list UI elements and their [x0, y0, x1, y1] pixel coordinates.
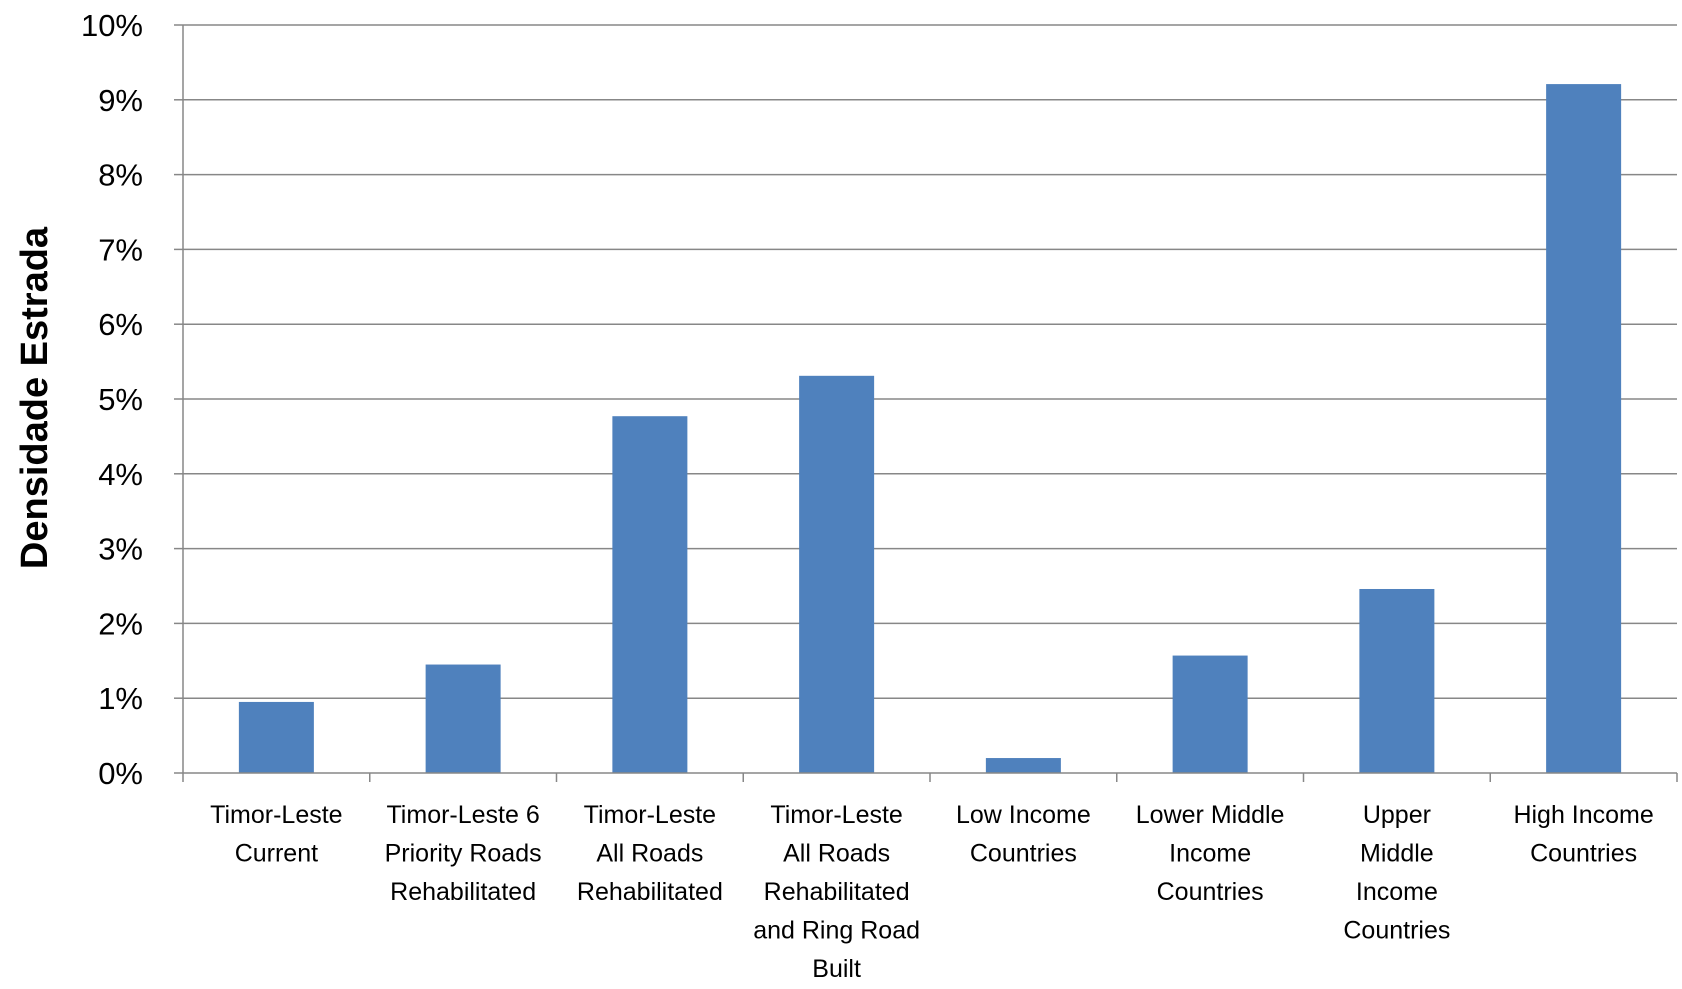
- bar: [612, 416, 688, 773]
- y-tick-label: 7%: [98, 232, 143, 267]
- x-tick-labels: Timor-Leste Current Timor-Leste 6 Priority …: [210, 801, 1654, 983]
- y-tick-label: 6%: [98, 307, 143, 342]
- y-tick-label: 4%: [98, 457, 143, 492]
- bar: [1172, 655, 1248, 773]
- y-tick-label: 0%: [98, 756, 143, 791]
- bars: [238, 84, 1622, 774]
- x-tick-label: Low Income Countries: [956, 801, 1091, 868]
- y-tick-label: 9%: [98, 83, 143, 118]
- y-tick-label: 2%: [98, 606, 143, 641]
- x-tick-label: Timor-Leste 6 Priority Roads Rehabilitated: [385, 801, 542, 906]
- y-tick-labels: 0% 1% 2% 3% 4% 5% 6% 7% 8% 9% 10%: [81, 8, 143, 791]
- y-tick-label: 5%: [98, 382, 143, 417]
- y-tick-label: 1%: [98, 681, 143, 716]
- x-tick-label: Timor-Leste All Roads Rehabilitated and Rin…: [753, 801, 920, 983]
- y-axis-title: Densidade Estrada: [14, 226, 56, 569]
- bar: [238, 701, 314, 773]
- x-tick-label: Upper Middle Income Countries: [1343, 801, 1450, 945]
- bar: [985, 758, 1061, 773]
- bar: [799, 375, 875, 773]
- x-tick-label: High Income Countries: [1513, 801, 1653, 868]
- x-tick-label: Timor-Leste Current: [210, 801, 342, 868]
- x-tick-label: Timor-Leste All Roads Rehabilitated: [577, 801, 723, 906]
- axes: [174, 24, 1678, 782]
- y-tick-label: 8%: [98, 158, 143, 193]
- bar: [1546, 84, 1622, 774]
- y-tick-label: 10%: [81, 8, 143, 43]
- bar: [425, 664, 501, 773]
- gridlines: [183, 24, 1677, 699]
- bar: [1359, 588, 1435, 773]
- y-tick-label: 3%: [98, 532, 143, 567]
- x-tick-label: Lower Middle Income Countries: [1136, 801, 1285, 906]
